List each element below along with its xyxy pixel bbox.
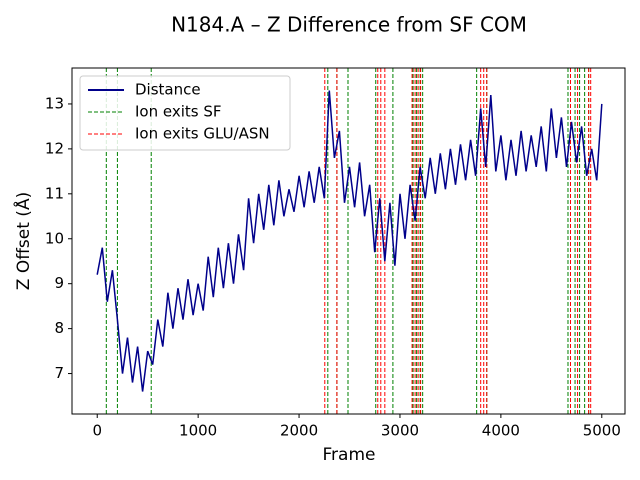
x-tick-label: 5000 bbox=[583, 422, 621, 440]
x-tick-label: 0 bbox=[92, 422, 102, 440]
y-tick-label: 13 bbox=[45, 94, 64, 112]
legend-label: Distance bbox=[135, 81, 201, 99]
x-tick-label: 1000 bbox=[179, 422, 217, 440]
x-tick-label: 4000 bbox=[482, 422, 520, 440]
y-tick-label: 8 bbox=[54, 319, 64, 337]
x-tick-label: 2000 bbox=[280, 422, 318, 440]
x-axis-label: Frame bbox=[323, 445, 376, 465]
plot-frame bbox=[71, 67, 626, 415]
y-tick-label: 7 bbox=[54, 364, 64, 382]
legend-label: Ion exits GLU/ASN bbox=[135, 125, 270, 143]
y-tick-label: 9 bbox=[54, 274, 64, 292]
y-tick-label: 10 bbox=[45, 229, 64, 247]
y-tick-label: 11 bbox=[45, 184, 64, 202]
legend-box bbox=[79, 75, 291, 151]
chart-title: N184.A – Z Difference from SF COM bbox=[171, 13, 527, 37]
x-tick-label: 3000 bbox=[381, 422, 419, 440]
y-tick-label: 12 bbox=[45, 139, 64, 157]
data-line bbox=[96, 90, 603, 392]
legend-label: Ion exits SF bbox=[135, 103, 222, 121]
y-axis-label: Z Offset (Å) bbox=[12, 192, 34, 290]
